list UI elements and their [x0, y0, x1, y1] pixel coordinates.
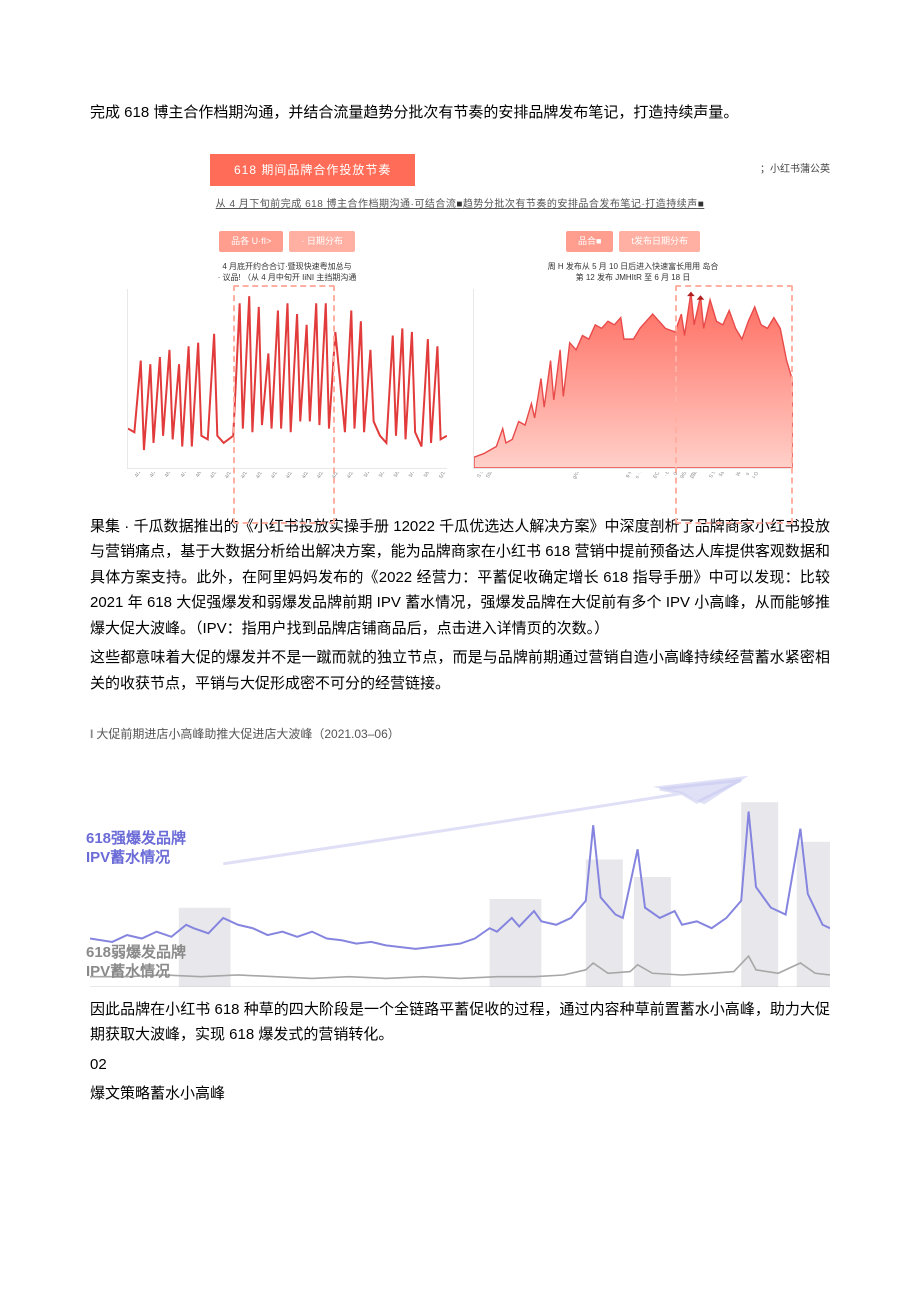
fig2-weak-l2: IPV蓄水情况 [86, 963, 170, 980]
mid-paragraph-2: 这些都意味着大促的爆发并不是一蹴而就的独立节点，而是与品牌前期通过营销自造小高峰… [90, 645, 830, 696]
panel-right-label-a: 品合■ [566, 231, 613, 252]
panel-left-cap2: · 议品! （从 4 月中旬开 IiNI 主挡期沟通 [218, 273, 357, 282]
fig2-label-weak: 618弱爆发品牌 IPV蓄水情况 [86, 943, 186, 982]
panel-right-cap1: 周 H 发布从 5 月 10 日后进入快速富长用用 岛合 [548, 262, 719, 271]
panel-left-cap1: 4 月底开约合合订·暨现快速粤加总与 [222, 262, 351, 271]
fig2-title: I大促前期进店小高峰助推大促进店大波峰（2021.03–06） [90, 724, 830, 744]
panel-right-chart-wrap: S SS55g/cfs9 %s · 5EC5· 609/05四四S S'5sWs… [473, 289, 793, 496]
fig1-sub-b: 趋势分批次有节奏的安排品合发布笔记·打造持续声 [463, 199, 698, 210]
panel-left-labels: 品各 U·fI> · 日期分布 [219, 231, 355, 252]
fig1-panel-right: 品合■ t发布日期分布 周 H 发布从 5 月 10 日后进入快速富长用用 岛合… [473, 231, 793, 496]
fig1-source: ；小红书蒲公英 [760, 161, 830, 178]
figure-1: 618 期间品牌合作投放节奏 ；小红书蒲公英 从 4 月下旬前完成 618 博主… [90, 154, 830, 496]
panel-left-svg [128, 289, 447, 468]
panel-left-label-b: · 日期分布 [289, 231, 355, 252]
fig1-panels: 品各 U·fI> · 日期分布 4 月底开约合合订·暨现快速粤加总与 · 议品!… [90, 231, 830, 496]
closing-paragraph: 因此品牌在小红书 618 种草的四大阶段是一个全链路平蓄促收的过程，通过内容种草… [90, 997, 830, 1048]
fig1-header: 618 期间品牌合作投放节奏 ；小红书蒲公英 [210, 154, 830, 186]
panel-right-cap2: 第 12 发布 JMHItR 至 6 月 18 日 [576, 273, 691, 282]
figure-2: I大促前期进店小高峰助推大促进店大波峰（2021.03–06） 618强爆发品牌… [90, 724, 830, 986]
section-number: 02 [90, 1052, 830, 1078]
panel-right-caption: 周 H 发布从 5 月 10 日后进入快速富长用用 岛合 第 12 发布 JMH… [473, 262, 793, 283]
section-title: 爆文策略蓄水小高峰 [90, 1081, 830, 1107]
panel-left-chart [127, 289, 447, 469]
panel-right-svg [474, 289, 793, 468]
fig2-label-strong: 618强爆发品牌 IPV蓄水情况 [86, 829, 186, 868]
fig2-strong-l2: IPV蓄水情况 [86, 849, 170, 866]
panel-left-caption: 4 月底开约合合订·暨现快速粤加总与 · 议品! （从 4 月中旬开 IiNI … [127, 262, 447, 283]
panel-right-chart [473, 289, 793, 469]
fig1-banner: 618 期间品牌合作投放节奏 [210, 154, 415, 186]
panel-right-label-b: t发布日期分布 [619, 231, 700, 252]
panel-right-xticks: S SS55g/cfs9 %s · 5EC5· 609/05四四S S'5sWs… [473, 472, 793, 496]
fig2-svg [90, 767, 830, 987]
intro-paragraph: 完成 618 博主合作档期沟通，并结合流量趋势分批次有节奏的安排品牌发布笔记，打… [90, 100, 830, 126]
fig2-title-text: 大促前期进店小高峰助推大促进店大波峰（2021.03–06） [96, 727, 399, 741]
mid-paragraph-1: 果集 · 千瓜数据推出的《小红书投放实操手册 12022 千瓜优选达人解决方案》… [90, 514, 830, 642]
panel-left-xticks: 4/14/34/54/74/94/114/134/154/174/194/214… [127, 472, 447, 496]
fig1-panel-left: 品各 U·fI> · 日期分布 4 月底开约合合订·暨现快速粤加总与 · 议品!… [127, 231, 447, 496]
fig2-weak-l1: 618弱爆发品牌 [86, 944, 186, 961]
fig2-strong-l1: 618强爆发品牌 [86, 830, 186, 847]
fig2-title-bar-icon: I [90, 727, 93, 741]
panel-left-chart-wrap: 4/14/34/54/74/94/114/134/154/174/194/214… [127, 289, 447, 496]
fig1-sub-a: 从 4 月下旬前完成 618 博主合作档期沟通·可结合流 [216, 199, 457, 210]
fig1-sub-sq2: ■ [698, 199, 705, 210]
fig2-chart: 618强爆发品牌 IPV蓄水情况 618弱爆发品牌 IPV蓄水情况 [90, 767, 830, 987]
panel-right-labels: 品合■ t发布日期分布 [566, 231, 700, 252]
panel-left-label-a: 品各 U·fI> [219, 231, 283, 252]
fig1-subtitle: 从 4 月下旬前完成 618 博主合作档期沟通·可结合流 ■趋势分批次有节奏的安排… [90, 196, 830, 213]
